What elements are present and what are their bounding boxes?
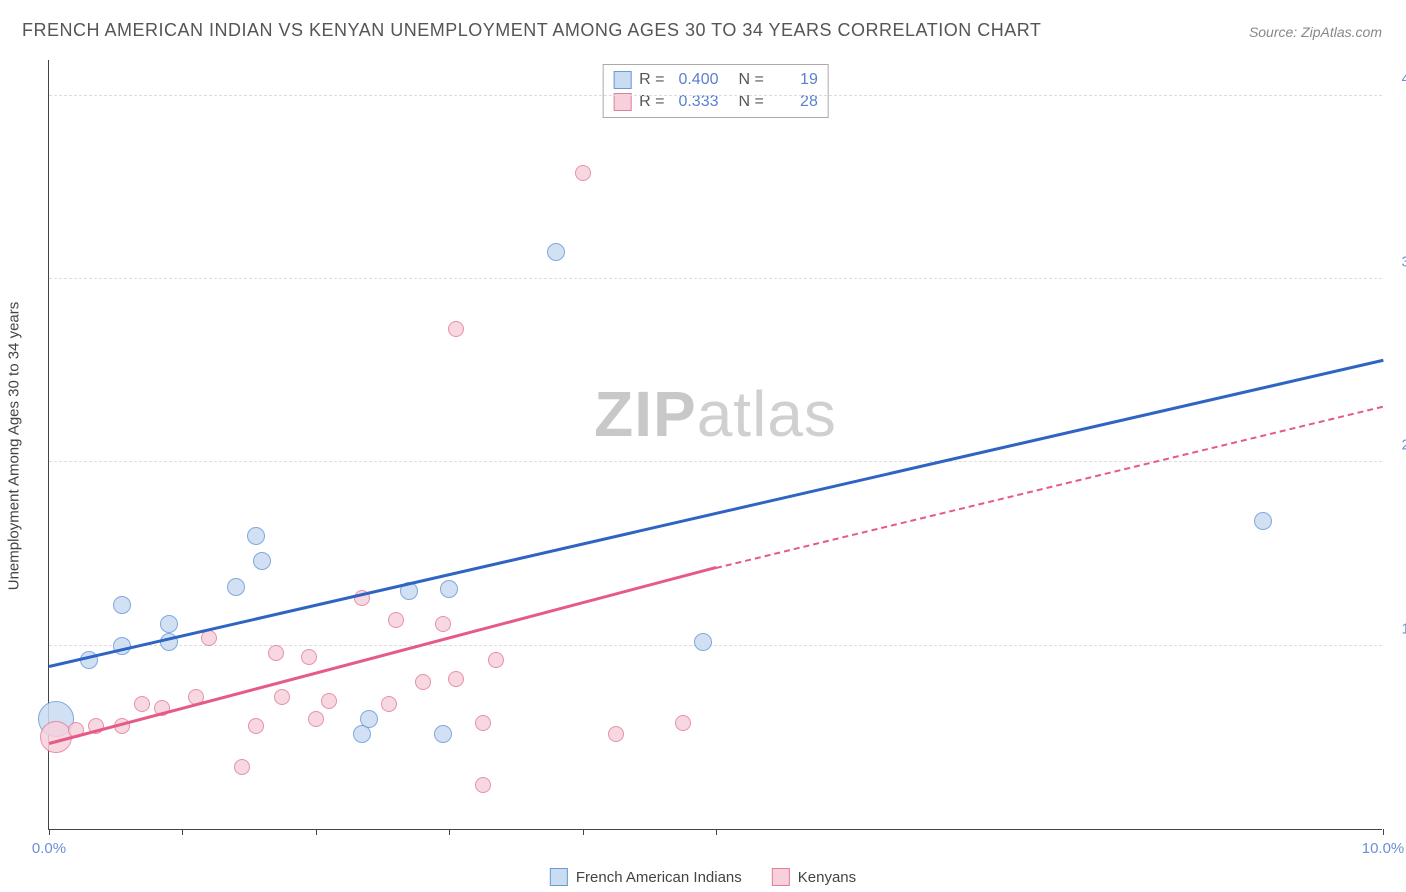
y-tick-label: 10.0% bbox=[1401, 620, 1406, 637]
x-tick-label: 10.0% bbox=[1362, 840, 1405, 857]
data-point bbox=[435, 616, 451, 632]
legend-label: French American Indians bbox=[576, 869, 742, 886]
data-point bbox=[475, 715, 491, 731]
stat-n-label: N = bbox=[739, 93, 764, 111]
x-tick bbox=[716, 829, 717, 835]
data-point bbox=[308, 711, 324, 727]
data-point bbox=[253, 552, 271, 570]
legend-swatch bbox=[772, 868, 790, 886]
data-point bbox=[321, 693, 337, 709]
stat-r-label: R = bbox=[639, 71, 664, 89]
data-point bbox=[360, 710, 378, 728]
grid-line bbox=[49, 278, 1382, 279]
data-point bbox=[415, 674, 431, 690]
y-axis-label: Unemployment Among Ages 30 to 34 years bbox=[6, 302, 23, 591]
data-point bbox=[381, 696, 397, 712]
legend-bottom: French American Indians Kenyans bbox=[550, 868, 856, 886]
y-tick-label: 20.0% bbox=[1401, 437, 1406, 454]
data-point bbox=[274, 689, 290, 705]
trend-line bbox=[49, 359, 1384, 668]
data-point bbox=[248, 718, 264, 734]
stat-n-value: 28 bbox=[772, 93, 818, 111]
grid-line bbox=[49, 645, 1382, 646]
grid-line bbox=[49, 461, 1382, 462]
chart-title: FRENCH AMERICAN INDIAN VS KENYAN UNEMPLO… bbox=[22, 20, 1041, 41]
series-swatch bbox=[613, 71, 631, 89]
y-tick-label: 40.0% bbox=[1401, 70, 1406, 87]
data-point bbox=[575, 165, 591, 181]
y-tick-label: 30.0% bbox=[1401, 254, 1406, 271]
legend-swatch bbox=[550, 868, 568, 886]
data-point bbox=[234, 759, 250, 775]
legend-item: French American Indians bbox=[550, 868, 742, 886]
stat-r-value: 0.400 bbox=[673, 71, 719, 89]
x-tick-label: 0.0% bbox=[32, 840, 66, 857]
plot-area: ZIPatlas R =0.400N =19R =0.333N =28 10.0… bbox=[48, 60, 1382, 830]
stat-n-label: N = bbox=[739, 71, 764, 89]
data-point bbox=[440, 580, 458, 598]
trend-line bbox=[49, 566, 717, 744]
legend-label: Kenyans bbox=[798, 869, 856, 886]
data-point bbox=[694, 633, 712, 651]
source-label: Source: ZipAtlas.com bbox=[1249, 24, 1382, 40]
data-point bbox=[675, 715, 691, 731]
data-point bbox=[247, 527, 265, 545]
x-tick bbox=[49, 829, 50, 835]
watermark: ZIPatlas bbox=[594, 377, 837, 451]
correlation-chart: FRENCH AMERICAN INDIAN VS KENYAN UNEMPLO… bbox=[0, 0, 1406, 892]
data-point bbox=[434, 725, 452, 743]
stat-r-value: 0.333 bbox=[673, 93, 719, 111]
data-point bbox=[488, 652, 504, 668]
stat-n-value: 19 bbox=[772, 71, 818, 89]
data-point bbox=[608, 726, 624, 742]
stat-r-label: R = bbox=[639, 93, 664, 111]
stats-row: R = 0.400 N = 19 bbox=[613, 69, 818, 91]
data-point bbox=[448, 321, 464, 337]
series-swatch bbox=[613, 93, 631, 111]
data-point bbox=[134, 696, 150, 712]
data-point bbox=[268, 645, 284, 661]
data-point bbox=[388, 612, 404, 628]
data-point bbox=[475, 777, 491, 793]
x-tick bbox=[316, 829, 317, 835]
x-tick bbox=[449, 829, 450, 835]
grid-line bbox=[49, 95, 1382, 96]
x-tick bbox=[583, 829, 584, 835]
data-point bbox=[547, 243, 565, 261]
legend-item: Kenyans bbox=[772, 868, 856, 886]
data-point bbox=[301, 649, 317, 665]
data-point bbox=[160, 615, 178, 633]
data-point bbox=[113, 596, 131, 614]
data-point bbox=[448, 671, 464, 687]
stats-box: R = 0.400 N = 19 R = 0.333 N = 28 bbox=[602, 64, 829, 118]
data-point bbox=[227, 578, 245, 596]
data-point bbox=[201, 630, 217, 646]
data-point bbox=[1254, 512, 1272, 530]
trend-line bbox=[716, 405, 1383, 568]
x-tick bbox=[182, 829, 183, 835]
x-tick bbox=[1383, 829, 1384, 835]
